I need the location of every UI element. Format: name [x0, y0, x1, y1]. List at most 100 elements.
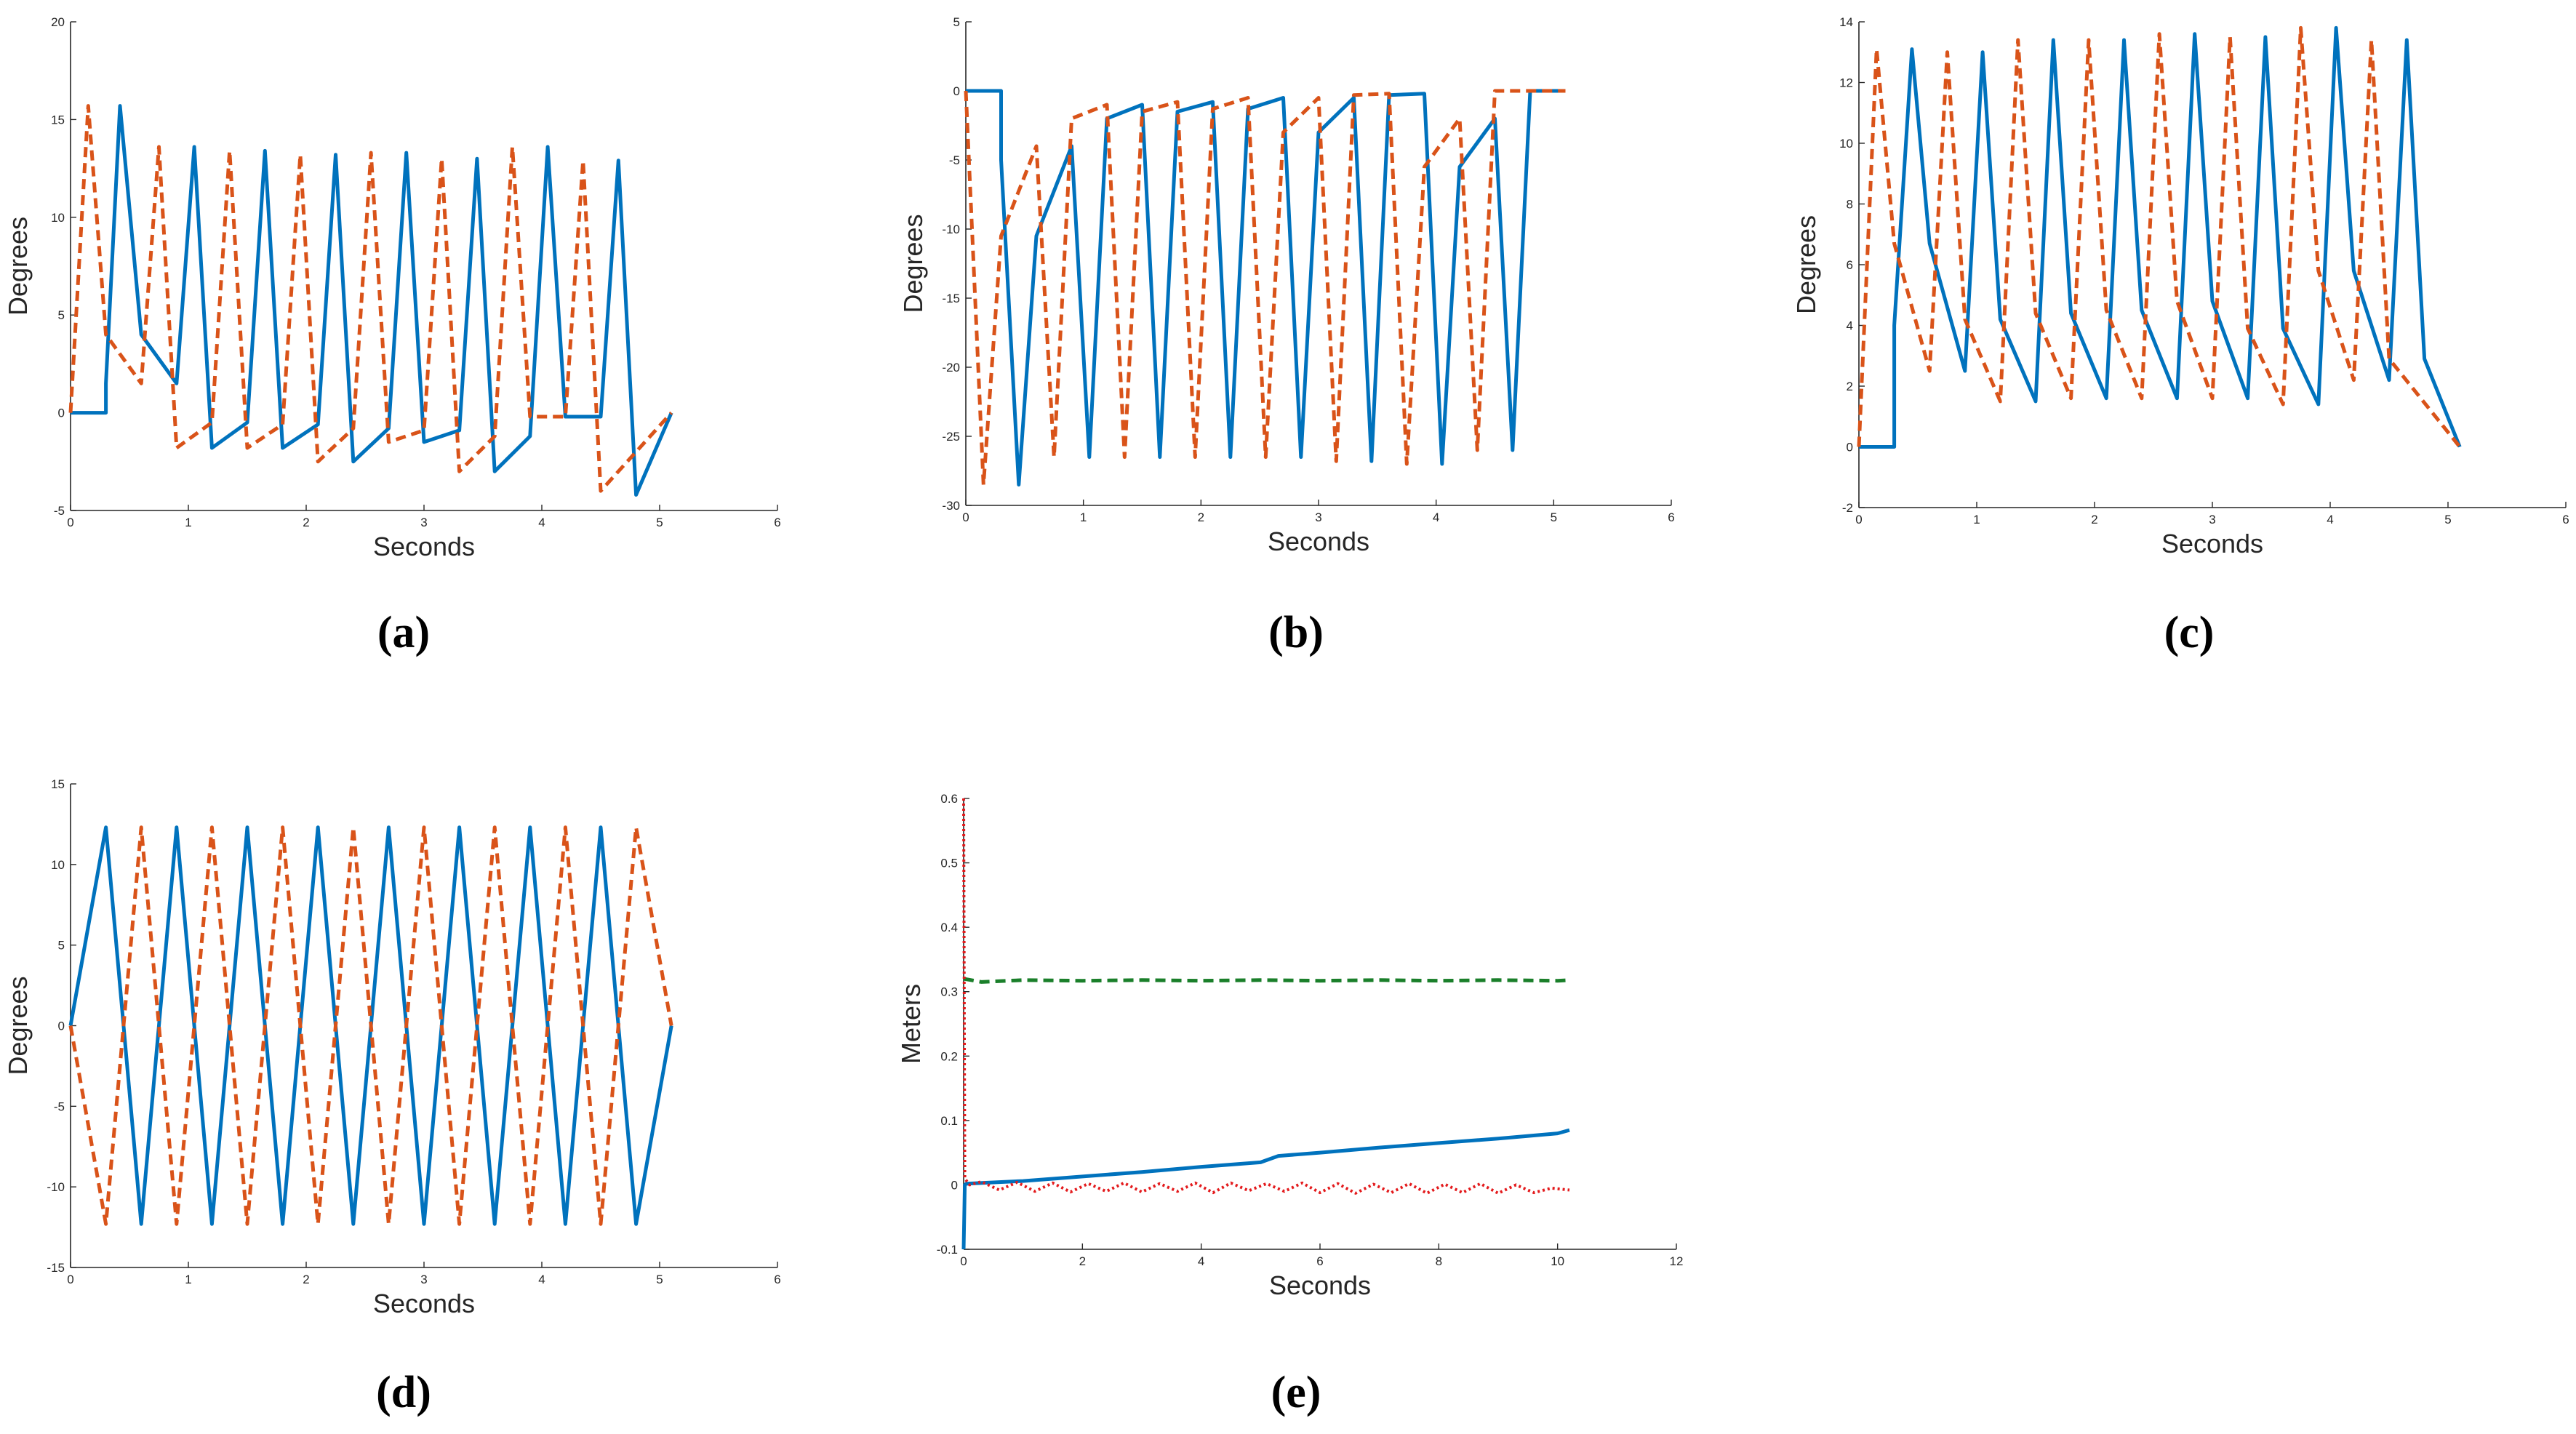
y-tick-label: 0.6: [940, 792, 958, 806]
y-tick-label: 8: [1847, 198, 1853, 212]
panel-caption: (b): [1268, 608, 1324, 657]
panel-caption: (d): [376, 1368, 431, 1417]
x-tick-label: 10: [1551, 1254, 1564, 1268]
chart-panel-b: 0 1 2 3 4 5 6 -30 -25 -20 -15 -10 -5 0 5 Seconds Degrees…: [898, 15, 1675, 657]
x-tick-label: 3: [1315, 510, 1321, 524]
y-tick-label: 10: [51, 858, 65, 872]
series-line-dashed: [1857, 25, 2462, 449]
x-tick-label: 3: [420, 1273, 427, 1286]
y-tick-label: 6: [1847, 258, 1853, 272]
x-tick-label: 2: [2091, 513, 2097, 526]
x-tick-label: 6: [774, 1273, 780, 1286]
y-tick-label: 0: [951, 1178, 958, 1192]
y-tick-label: -15: [47, 1261, 65, 1275]
y-tick-label: -20: [942, 361, 960, 374]
y-tick-label: 0: [953, 84, 960, 98]
y-tick-label: -5: [54, 1099, 65, 1113]
chart-panel-e: 0 2 4 6 8 10 12-0.100.10.20.30.40.50.6SecondsM…: [896, 792, 1683, 1417]
y-tick-label: 0.5: [940, 857, 958, 870]
y-tick-label: -5: [54, 504, 65, 518]
y-tick-label: 14: [1839, 15, 1853, 29]
y-tick-label: 0.3: [940, 985, 958, 999]
x-tick-label: 0: [1855, 513, 1862, 526]
y-tick-label: 0: [58, 406, 65, 420]
y-tick-label: 0: [58, 1020, 65, 1033]
x-tick-label: 1: [185, 516, 191, 529]
x-tick-label: 5: [656, 1273, 663, 1286]
x-tick-label: 2: [1198, 510, 1204, 524]
y-tick-label: 4: [1847, 319, 1853, 333]
series-line-dashed: [68, 104, 673, 493]
panel-caption: (a): [377, 608, 430, 657]
x-tick-label: 3: [420, 516, 427, 529]
x-tick-label: 6: [2562, 513, 2569, 526]
y-tick-label: -25: [942, 430, 960, 444]
x-tick-label: 5: [1551, 510, 1557, 524]
x-tick-label: 4: [538, 516, 545, 529]
panel-caption: (c): [2164, 608, 2215, 657]
y-tick-label: -10: [942, 223, 960, 236]
x-axis-label: Seconds: [373, 1289, 475, 1318]
x-tick-label: 6: [1668, 510, 1674, 524]
x-tick-label: 2: [1079, 1254, 1086, 1268]
y-tick-label: 0.2: [940, 1049, 958, 1063]
y-tick-label: 0.1: [940, 1114, 958, 1128]
chart-panel-d: 0 1 2 3 4 5 6 -15 -10 -5 0 5 10 15 Seconds Degrees (d): [3, 777, 781, 1417]
y-tick-label: 5: [953, 15, 960, 29]
y-tick-label: 10: [1839, 137, 1853, 151]
x-axis-label: Seconds: [1269, 1270, 1371, 1300]
y-tick-label: 12: [1839, 76, 1853, 90]
x-tick-label: 4: [2327, 513, 2333, 526]
x-tick-label: 5: [656, 516, 663, 529]
series-line-green-dashed: [963, 977, 1570, 984]
x-tick-label: 0: [962, 510, 969, 524]
series-line-dashed: [68, 825, 673, 1226]
y-axis-label: Degrees: [898, 214, 928, 313]
x-tick-label: 0: [960, 1254, 967, 1268]
y-tick-label: 2: [1847, 380, 1853, 393]
y-tick-label: 10: [51, 211, 65, 225]
y-tick-label: 15: [51, 777, 65, 791]
y-tick-label: 0.4: [940, 921, 958, 934]
series-line-solid: [1859, 25, 2462, 449]
y-tick-label: 15: [51, 113, 65, 127]
x-tick-label: 4: [1433, 510, 1439, 524]
series-line-blue-solid: [961, 1128, 1570, 1250]
x-tick-label: 6: [1316, 1254, 1323, 1268]
x-axis-label: Seconds: [373, 532, 475, 561]
x-tick-label: 4: [1198, 1254, 1204, 1268]
x-tick-label: 5: [2444, 513, 2451, 526]
panel-caption: (e): [1271, 1368, 1321, 1417]
x-tick-label: 1: [1080, 510, 1087, 524]
y-tick-label: 20: [51, 15, 65, 29]
series-line-solid: [71, 104, 673, 497]
y-tick-label: 5: [58, 308, 65, 322]
x-tick-label: 8: [1436, 1254, 1442, 1268]
x-tick-label: 12: [1670, 1254, 1684, 1268]
y-tick-label: -0.1: [937, 1243, 958, 1257]
x-axis-label: Seconds: [1268, 526, 1369, 556]
x-tick-label: 6: [774, 516, 780, 529]
x-tick-label: 1: [1973, 513, 1980, 526]
y-axis-label: Degrees: [1791, 215, 1821, 314]
y-tick-label: -5: [949, 153, 960, 167]
x-tick-label: 0: [67, 1273, 73, 1286]
x-tick-label: 1: [185, 1273, 191, 1286]
y-tick-label: -30: [942, 499, 960, 513]
y-tick-label: -15: [942, 292, 960, 305]
x-tick-label: 2: [303, 516, 309, 529]
x-axis-label: Seconds: [2161, 529, 2263, 558]
y-axis-label: Degrees: [3, 976, 33, 1075]
series-line-dashed: [964, 89, 1566, 486]
series-line-red-dotted: [962, 798, 1570, 1195]
y-axis-label: Meters: [896, 984, 926, 1064]
y-tick-label: -2: [1842, 501, 1853, 515]
x-tick-label: 0: [67, 516, 73, 529]
x-tick-label: 4: [538, 1273, 545, 1286]
x-tick-label: 3: [2209, 513, 2215, 526]
y-axis-label: Degrees: [3, 217, 33, 316]
y-tick-label: 0: [1847, 441, 1853, 454]
